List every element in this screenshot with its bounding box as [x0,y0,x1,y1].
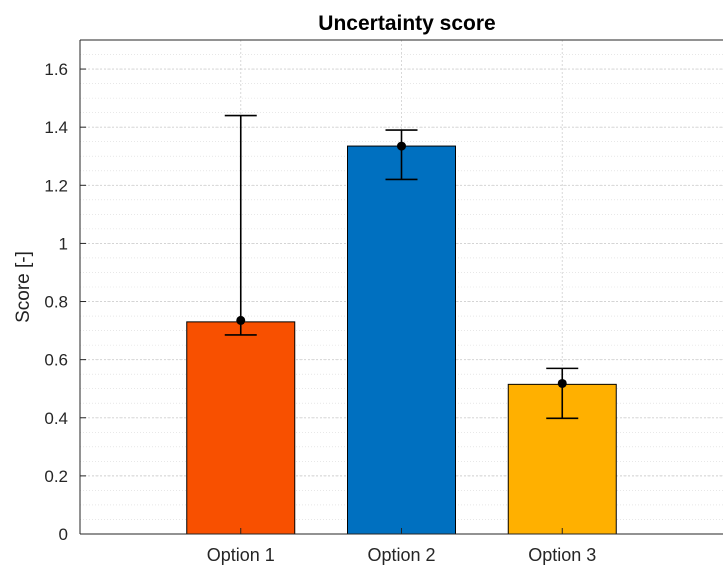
bar-1 [186,321,296,535]
y-tick-label: 1 [59,234,68,253]
y-tick-label: 1.6 [44,60,68,79]
y-tick-label: 1.2 [44,176,68,195]
y-axis-label: Score [-] [13,251,34,323]
bar-2 [347,145,456,535]
error-bars-layer [224,114,579,420]
y-tick-label: 1.4 [44,118,68,137]
point-marker-2 [397,141,406,151]
x-tick-label: Option 2 [367,545,435,565]
x-tick-label: Option 1 [207,545,275,565]
labels-layer: 0 0.2 0.4 0.6 0.8 1 1.2 1.4 1.6 Option 1 Option 2 O… [44,60,596,565]
y-tick-label: 0.6 [44,351,68,370]
point-marker-1 [236,315,246,325]
y-tick-label: 0.8 [44,293,68,312]
bars-layer [186,145,617,535]
y-tick-label: 0.4 [44,409,68,428]
x-tick-label: Option 3 [528,545,596,565]
y-tick-label: 0 [59,525,68,544]
y-tick-label: 0.2 [44,467,68,486]
chart-title: Uncertainty score [318,12,495,35]
point-marker-3 [557,378,567,388]
axes-layer [79,39,723,535]
